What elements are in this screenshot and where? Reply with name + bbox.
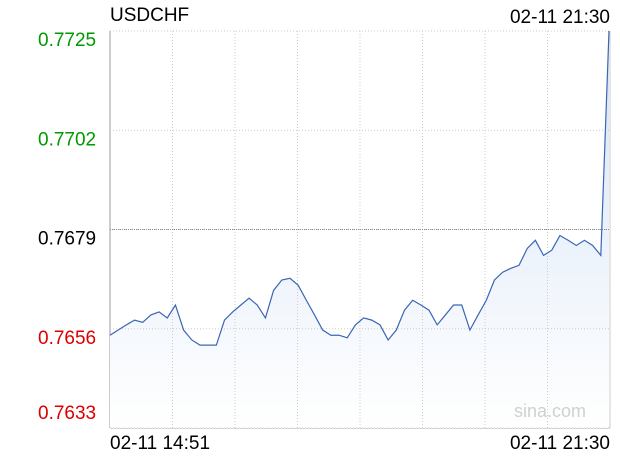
y-tick-label: 0.7679 [38,229,96,250]
x-tick-label: 02-11 21:30 [510,433,610,454]
time-label: 02-11 21:30 [510,7,610,28]
chart-title: USDCHF [110,5,189,26]
price-line [109,30,610,346]
watermark: sina.com [514,401,586,421]
y-tick-label: 0.7702 [38,129,96,150]
x-tick-label: 02-11 14:51 [110,433,210,454]
y-tick-label: 0.7725 [38,30,96,51]
y-tick-label: 0.7633 [38,403,96,424]
y-tick-label: 0.7656 [38,328,96,349]
